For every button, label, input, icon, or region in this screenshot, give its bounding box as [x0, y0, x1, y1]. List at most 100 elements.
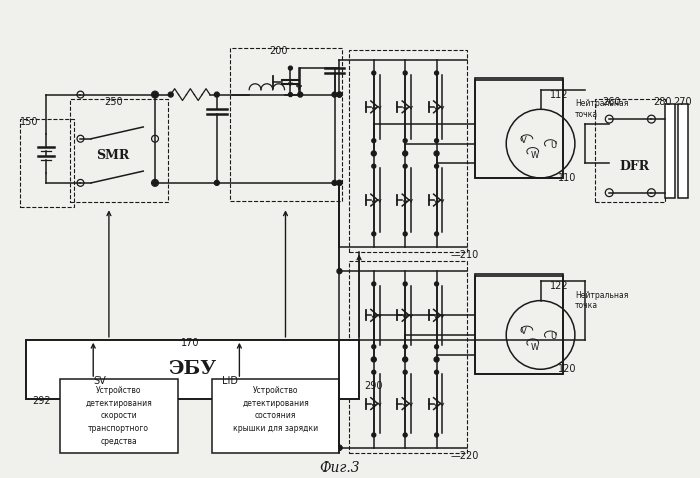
Circle shape: [298, 92, 302, 97]
Circle shape: [403, 345, 407, 348]
Text: W: W: [531, 152, 539, 161]
Circle shape: [435, 164, 438, 168]
Text: 280: 280: [653, 97, 672, 107]
Circle shape: [332, 92, 337, 97]
Circle shape: [403, 164, 407, 168]
Text: детектирования: детектирования: [85, 399, 152, 408]
Circle shape: [435, 232, 438, 236]
Circle shape: [371, 357, 376, 362]
Bar: [349, 51, 467, 251]
Circle shape: [372, 164, 376, 168]
Circle shape: [337, 180, 342, 185]
Text: SV: SV: [93, 376, 106, 386]
Circle shape: [332, 180, 337, 185]
Circle shape: [434, 357, 439, 362]
Circle shape: [77, 91, 84, 98]
Bar: [665, 104, 675, 197]
Text: детектирования: детектирования: [242, 399, 309, 408]
Text: транспортного: транспортного: [88, 424, 149, 433]
Circle shape: [153, 92, 158, 97]
Circle shape: [337, 269, 342, 273]
Circle shape: [434, 151, 439, 156]
Circle shape: [435, 282, 438, 286]
Text: 290: 290: [364, 381, 382, 391]
Text: Нейтральная
точка: Нейтральная точка: [575, 99, 629, 119]
Circle shape: [78, 181, 83, 185]
Text: 250: 250: [104, 97, 122, 107]
Text: 120: 120: [558, 364, 577, 374]
Text: Фиг.3: Фиг.3: [319, 460, 360, 475]
Text: 260: 260: [603, 97, 621, 107]
Text: состояния: состояния: [255, 412, 296, 421]
Text: 292: 292: [32, 396, 51, 406]
Circle shape: [77, 135, 84, 142]
Circle shape: [214, 180, 219, 185]
Circle shape: [372, 282, 376, 286]
Text: 200: 200: [270, 45, 288, 55]
Circle shape: [403, 282, 407, 286]
Text: 110: 110: [558, 173, 577, 183]
Circle shape: [372, 345, 376, 348]
Bar: [475, 276, 563, 374]
Circle shape: [78, 92, 83, 97]
Text: 270: 270: [673, 97, 692, 107]
Circle shape: [337, 92, 342, 97]
Bar: [60, 379, 178, 453]
Circle shape: [403, 71, 407, 75]
Bar: [475, 274, 563, 374]
Circle shape: [337, 180, 342, 185]
Text: DFR: DFR: [619, 160, 649, 174]
Text: ЭБУ: ЭБУ: [168, 360, 216, 378]
Text: —210: —210: [450, 250, 479, 260]
Circle shape: [402, 357, 407, 362]
Circle shape: [153, 180, 158, 185]
Bar: [475, 78, 563, 178]
Circle shape: [372, 232, 376, 236]
Bar: [230, 48, 342, 201]
Text: V: V: [521, 327, 526, 336]
Circle shape: [77, 179, 84, 186]
Circle shape: [403, 139, 407, 142]
Text: Нейтральная
точка: Нейтральная точка: [575, 291, 629, 310]
Text: 150: 150: [20, 117, 38, 127]
Text: U: U: [550, 332, 556, 341]
Circle shape: [403, 433, 407, 437]
Circle shape: [214, 92, 219, 97]
Circle shape: [168, 92, 173, 97]
Circle shape: [435, 345, 438, 348]
Circle shape: [337, 92, 342, 97]
Circle shape: [288, 93, 293, 97]
Circle shape: [288, 66, 293, 70]
Text: Устройство: Устройство: [96, 386, 141, 395]
Circle shape: [337, 445, 342, 450]
Circle shape: [372, 71, 376, 75]
Bar: [70, 99, 168, 203]
Text: SMR: SMR: [96, 149, 130, 162]
Bar: [349, 261, 467, 453]
Circle shape: [372, 139, 376, 142]
Circle shape: [372, 370, 376, 374]
Circle shape: [648, 189, 655, 196]
Text: 170: 170: [181, 338, 199, 348]
Bar: [678, 104, 687, 197]
Text: V: V: [521, 136, 526, 145]
Circle shape: [435, 433, 438, 437]
Text: 122: 122: [550, 281, 569, 291]
Text: средства: средства: [100, 437, 137, 446]
Bar: [594, 99, 665, 203]
Text: —220: —220: [450, 451, 479, 461]
Text: Устройство: Устройство: [253, 386, 298, 395]
Circle shape: [606, 189, 613, 196]
Circle shape: [606, 115, 613, 123]
Circle shape: [648, 115, 655, 123]
Text: W: W: [531, 343, 539, 352]
Circle shape: [371, 151, 376, 156]
Circle shape: [372, 433, 376, 437]
Text: LID: LID: [222, 376, 238, 386]
Circle shape: [152, 179, 158, 186]
Bar: [212, 379, 340, 453]
Circle shape: [152, 135, 158, 142]
Circle shape: [337, 445, 342, 450]
Circle shape: [403, 232, 407, 236]
Text: скорости: скорости: [100, 412, 137, 421]
